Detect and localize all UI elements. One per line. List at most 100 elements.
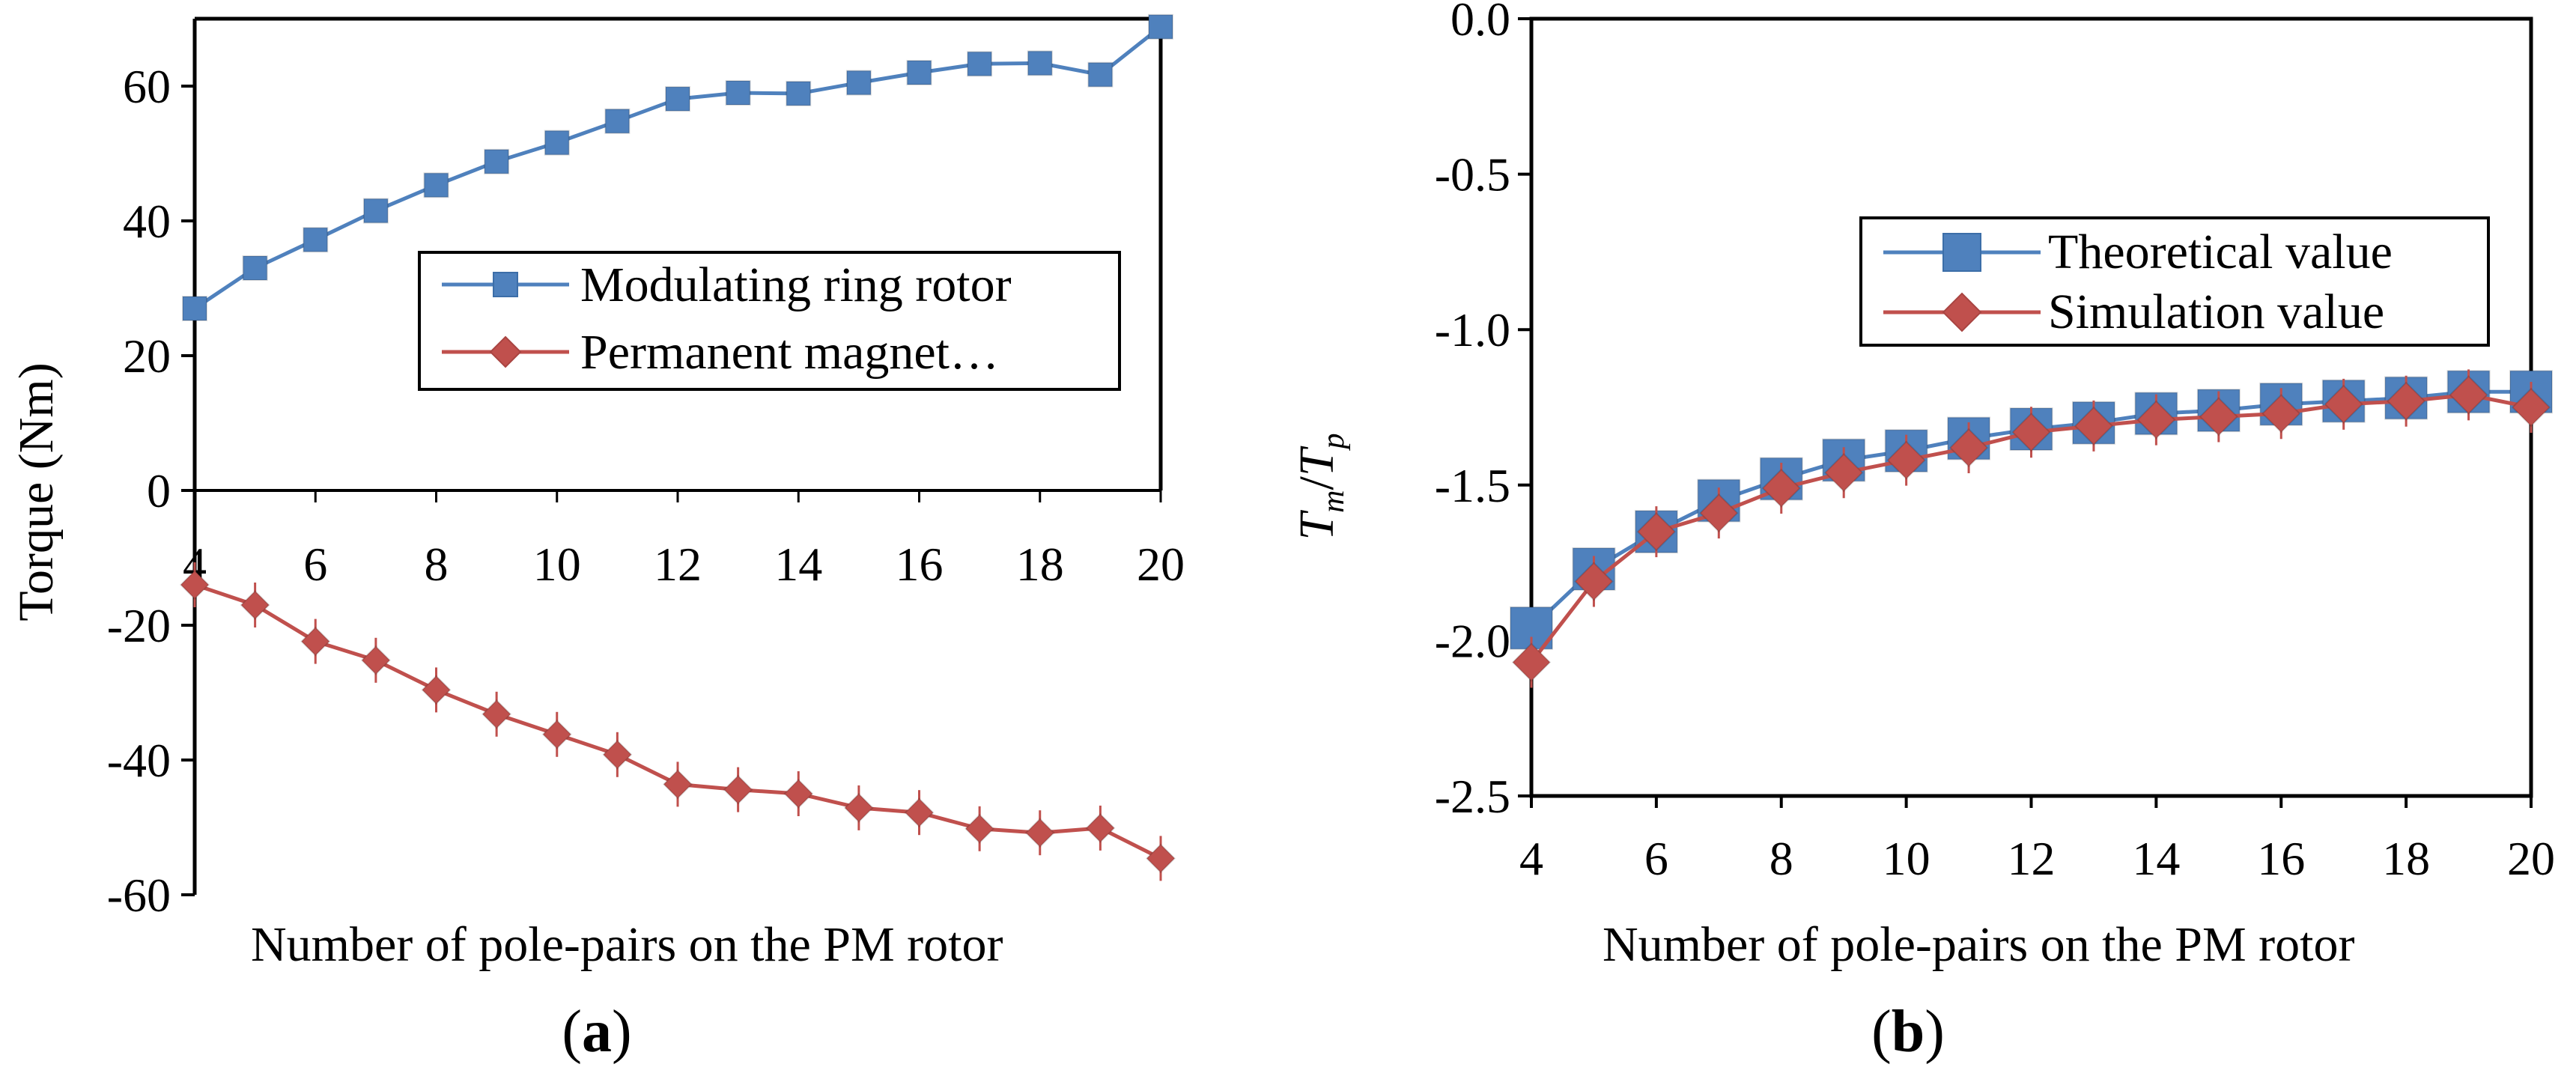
chart-b-axes: 0.0 -0.5 -1.0 -1.5 -2.0 -2.54 6 8 10 12 14 16 18 20 — [1435, 0, 2555, 885]
data-point — [2449, 375, 2488, 415]
data-point — [2261, 394, 2301, 434]
data-point — [1145, 843, 1176, 874]
chart-b-ylabel: Tm/Tp — [1289, 433, 1351, 540]
chart-a-legend: Modulating ring rotor Permanent magnet… — [418, 251, 1121, 391]
chart-a-xtick-label: 20 — [1137, 538, 1185, 591]
data-point — [1823, 452, 1864, 493]
chart-b: 0.0 -0.5 -1.0 -1.5 -2.0 -2.54 6 8 10 12 14 16 18 20 T… — [1289, 0, 2555, 1065]
data-point — [1027, 50, 1053, 76]
data-point — [360, 645, 391, 675]
legend-label-modulating: Modulating ring rotor — [580, 258, 1012, 312]
data-point — [242, 255, 268, 281]
data-point — [965, 813, 995, 844]
chart-a-xlabel: Number of pole-pairs on the PM rotor — [251, 917, 1003, 972]
data-point — [786, 80, 812, 106]
chart-a-xtick-label: 16 — [896, 538, 944, 591]
data-point — [1574, 562, 1614, 601]
data-point — [904, 797, 935, 828]
legend-marker-square — [1942, 233, 1981, 272]
data-point — [2011, 413, 2051, 452]
chart-b-series — [1510, 369, 2553, 688]
legend-marker-square — [493, 272, 518, 297]
data-point — [484, 148, 510, 174]
chart-a-ytick-label: 40 — [123, 195, 171, 248]
data-point — [602, 739, 633, 770]
chart-b-xtick-label: 6 — [1644, 832, 1668, 885]
data-point — [665, 86, 690, 112]
chart-a-ytick-label: 0 — [147, 464, 171, 517]
chart-a-xtick-label: 12 — [654, 538, 702, 591]
data-point — [2074, 406, 2114, 446]
chart-a-legend-box — [418, 251, 1121, 391]
chart-b-legend: Theoretical value Simulation value — [1859, 216, 2490, 347]
chart-a-xtick-label: 10 — [533, 538, 581, 591]
chart-a-series — [179, 13, 1176, 881]
chart-b-panel-label: (b) — [1871, 999, 1945, 1065]
chart-b-ytick-label: -1.5 — [1435, 459, 1510, 512]
chart-a-xtick-label: 6 — [303, 538, 327, 591]
chart-a-ytick-label: -60 — [107, 869, 171, 922]
chart-b-xtick-label: 16 — [2257, 832, 2305, 885]
chart-a-ytick-label: 20 — [123, 329, 171, 383]
data-point — [1761, 468, 1801, 508]
data-point — [2386, 381, 2426, 421]
data-point — [1085, 812, 1116, 843]
data-point — [240, 589, 270, 621]
chart-b-xlabel: Number of pole-pairs on the PM rotor — [1603, 917, 2354, 972]
data-point — [182, 296, 207, 321]
data-point — [1948, 428, 1989, 468]
data-point — [300, 626, 331, 657]
data-point — [423, 172, 449, 198]
data-point — [541, 719, 572, 750]
data-point — [421, 675, 452, 705]
chart-b-xtick-label: 4 — [1519, 832, 1543, 885]
data-point — [1511, 642, 1552, 682]
chart-a-panel-label: (a) — [562, 999, 631, 1065]
data-point — [482, 699, 512, 729]
chart-b-ytick-label: -0.5 — [1435, 148, 1510, 201]
data-point — [725, 80, 751, 106]
data-point — [783, 778, 814, 809]
data-point — [906, 60, 932, 85]
data-point — [845, 70, 872, 96]
data-point — [2511, 387, 2551, 428]
chart-a-ytick-label: -40 — [107, 734, 171, 787]
data-point — [1148, 13, 1173, 40]
data-point — [2199, 397, 2239, 437]
data-point — [2324, 384, 2363, 425]
data-point — [303, 227, 329, 253]
chart-a-xtick-label: 14 — [774, 538, 822, 591]
chart-b-ytick-label: -2.0 — [1435, 614, 1510, 667]
data-point — [2136, 400, 2176, 440]
chart-b-xtick-label: 18 — [2382, 832, 2430, 885]
chart-a-ytick-label: -20 — [107, 599, 171, 652]
legend-label-permanent: Permanent magnet… — [580, 325, 999, 380]
chart-a-ytick-label: 60 — [123, 60, 171, 113]
data-point — [1886, 440, 1926, 480]
data-point — [662, 769, 693, 800]
chart-b-xtick-label: 14 — [2132, 832, 2180, 885]
chart-b-ytick-label: -2.5 — [1435, 770, 1510, 823]
legend-label-theoretical: Theoretical value — [2048, 225, 2393, 279]
data-point — [967, 51, 993, 77]
data-point — [1024, 818, 1055, 848]
data-point — [179, 569, 210, 601]
chart-b-ytick-label: -1.0 — [1435, 303, 1510, 356]
chart-a-xtick-label: 8 — [425, 538, 449, 591]
chart-a-xtick-label: 18 — [1016, 538, 1064, 591]
legend-label-simulation: Simulation value — [2048, 285, 2384, 339]
data-point — [544, 130, 570, 156]
legend-marker-diamond — [1942, 292, 1982, 332]
data-point — [1636, 511, 1677, 552]
chart-b-panel-letter: b — [1892, 999, 1925, 1065]
legend-marker-diamond — [489, 335, 522, 368]
chart-b-xtick-label: 20 — [2507, 832, 2555, 885]
data-point — [362, 198, 389, 224]
data-point — [1087, 61, 1114, 88]
chart-a-ylabel: Torque (Nm) — [9, 362, 64, 621]
data-point — [1699, 493, 1739, 533]
chart-b-xtick-label: 12 — [2008, 832, 2056, 885]
